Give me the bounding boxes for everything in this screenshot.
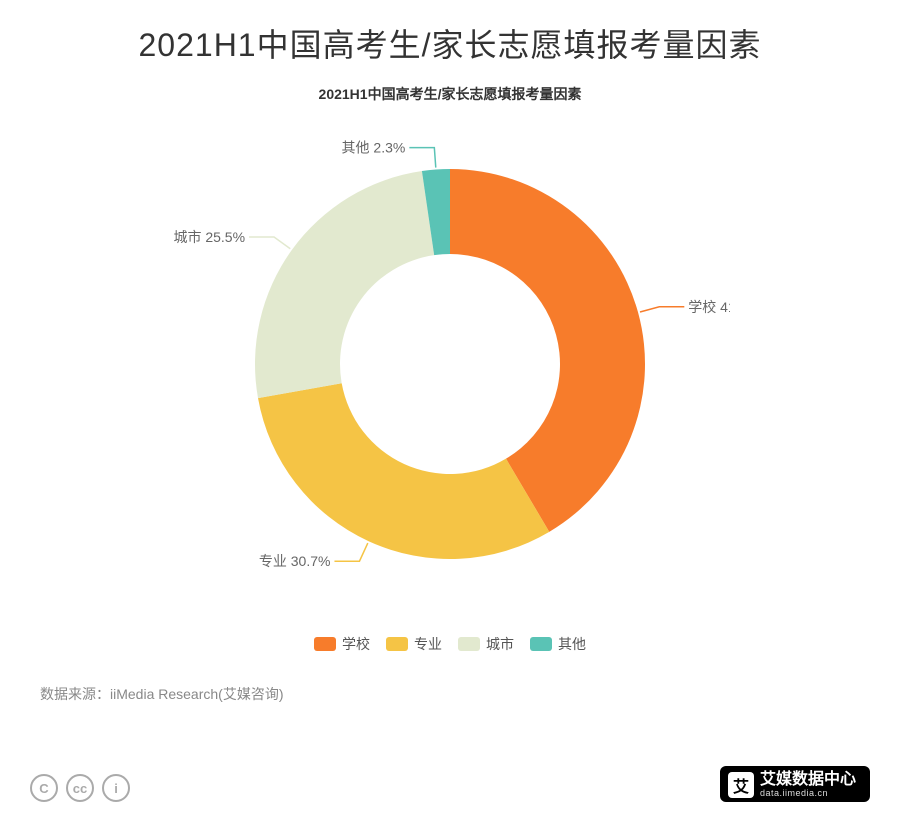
leader-line (409, 148, 435, 168)
license-icon: C (30, 774, 58, 802)
legend-label: 其他 (558, 634, 586, 654)
brand-badge: 艾 艾媒数据中心 data.iimedia.cn (720, 766, 870, 802)
slice-label: 专业 30.7% (259, 553, 331, 569)
brand-name: 艾媒数据中心 (760, 772, 858, 788)
chart-legend: 学校 专业 城市 其他 (0, 634, 900, 654)
legend-item: 专业 (386, 634, 442, 654)
chart-subtitle: 2021H1中国高考生/家长志愿填报考量因素 (0, 84, 900, 104)
license-icon: cc (66, 774, 94, 802)
slice-label: 其他 2.3% (342, 140, 406, 156)
legend-swatch (386, 637, 408, 651)
data-source: 数据来源：iiMedia Research(艾媒咨询) (40, 684, 900, 704)
donut-slice (255, 171, 434, 398)
legend-item: 学校 (314, 634, 370, 654)
legend-swatch (530, 637, 552, 651)
donut-chart: 学校 41.5% 专业 30.7% 城市 25.5% 其他 2.3% (0, 104, 900, 624)
legend-item: 其他 (530, 634, 586, 654)
legend-label: 学校 (342, 634, 370, 654)
leader-line (334, 543, 367, 561)
slice-label: 学校 41.5% (688, 299, 730, 315)
legend-swatch (314, 637, 336, 651)
legend-item: 城市 (458, 634, 514, 654)
legend-swatch (458, 637, 480, 651)
license-icons: Ccci (30, 774, 130, 802)
slice-label: 城市 25.5% (173, 229, 245, 245)
leader-line (640, 307, 684, 312)
footer: Ccci 艾 艾媒数据中心 data.iimedia.cn (0, 762, 900, 802)
brand-url: data.iimedia.cn (760, 788, 858, 798)
legend-label: 城市 (486, 634, 514, 654)
donut-slice (258, 383, 549, 559)
license-icon: i (102, 774, 130, 802)
brand-logo: 艾 (728, 772, 754, 798)
page-title: 2021H1中国高考生/家长志愿填报考量因素 (0, 0, 900, 66)
leader-line (249, 237, 290, 249)
legend-label: 专业 (414, 634, 442, 654)
